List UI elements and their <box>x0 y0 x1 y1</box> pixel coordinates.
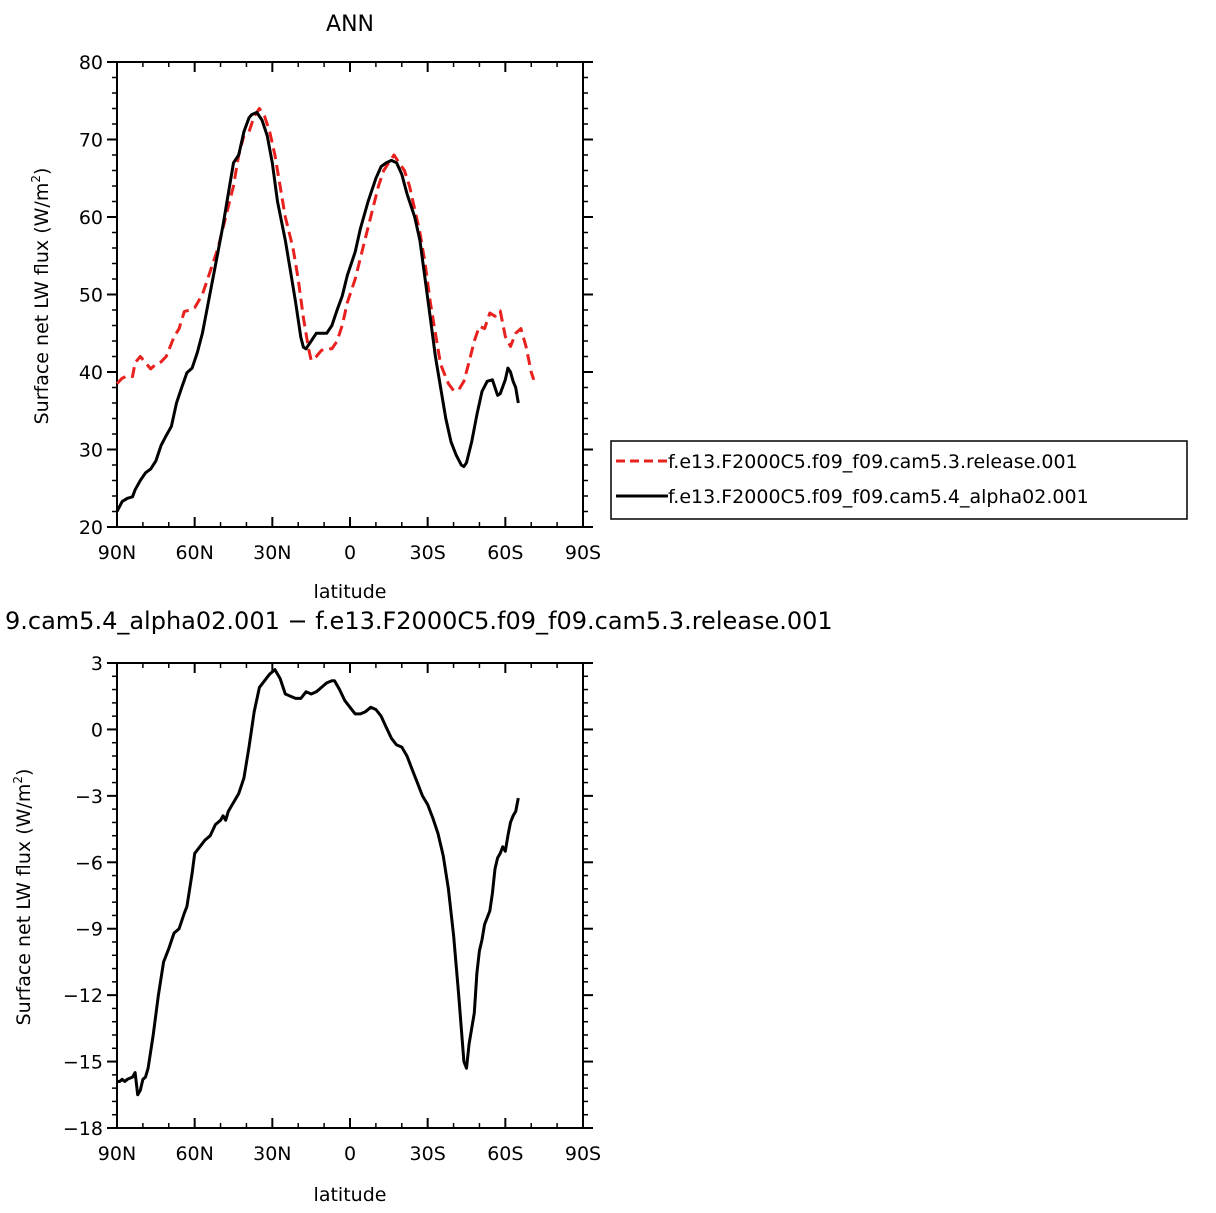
bottom-chart-y-axis: 3 0 −3 −6 −9 −12 −15 −18 <box>63 653 593 1140</box>
legend-label-release: f.e13.F2000C5.f09_f09.cam5.3.release.001 <box>668 451 1078 473</box>
top-chart-x-tick-label: 60S <box>487 542 523 564</box>
top-chart-y-tick-label: 80 <box>79 52 103 74</box>
bottom-chart-x-axis: 90N 60N 30N 0 30S 60S 90S <box>98 663 601 1165</box>
bottom-chart-y-tick-label: −12 <box>63 985 103 1007</box>
top-chart-x-tick-label: 90N <box>98 542 136 564</box>
top-chart-x-axis-label: latitude <box>314 581 387 603</box>
top-chart-y-tick-label: 60 <box>79 207 103 229</box>
top-chart-x-axis: 90N 60N 30N 0 30S 60S 90S <box>98 62 601 564</box>
top-chart-x-tick-label: 90S <box>565 542 601 564</box>
top-chart-title: ANN <box>326 12 374 37</box>
bottom-chart-series <box>117 668 520 1097</box>
top-chart-y-label-close: ) <box>31 168 53 175</box>
top-chart-series-line-0 <box>115 107 536 393</box>
bottom-chart-x-tick-label: 60S <box>487 1143 523 1165</box>
bottom-chart-x-tick-label: 0 <box>344 1143 356 1165</box>
bottom-chart: 9.cam5.4_alpha02.001 − f.e13.F2000C5.f09… <box>5 607 833 1206</box>
top-chart: ANN 90N 60N 30N 0 30S 60S 90S 20 30 40 50 60 70 80 l… <box>29 12 1188 603</box>
top-chart-series <box>115 107 536 513</box>
legend-label-alpha: f.e13.F2000C5.f09_f09.cam5.4_alpha02.001 <box>668 486 1089 508</box>
bottom-chart-y-label-text: Surface net LW flux (W/m <box>13 784 35 1026</box>
bottom-chart-x-tick-label: 30N <box>253 1143 291 1165</box>
top-chart-x-tick-label: 0 <box>344 542 356 564</box>
bottom-chart-y-tick-label: −18 <box>63 1118 103 1140</box>
top-chart-legend: f.e13.F2000C5.f09_f09.cam5.3.release.001… <box>610 440 1188 520</box>
bottom-chart-x-tick-label: 90S <box>565 1143 601 1165</box>
bottom-chart-series-line-0 <box>117 668 520 1097</box>
bottom-chart-y-tick-label: −3 <box>75 786 103 808</box>
top-chart-y-axis-label: Surface net LW flux (W/m2) <box>29 168 53 425</box>
bottom-chart-y-tick-label: −15 <box>63 1052 103 1074</box>
top-chart-x-tick-label: 30S <box>410 542 446 564</box>
top-chart-y-axis: 20 30 40 50 60 70 80 <box>79 52 593 539</box>
top-chart-y-tick-label: 70 <box>79 130 103 152</box>
top-chart-y-tick-label: 30 <box>79 440 103 462</box>
bottom-chart-y-tick-label: −9 <box>75 919 103 941</box>
top-chart-y-tick-label: 50 <box>79 285 103 307</box>
bottom-chart-title: 9.cam5.4_alpha02.001 − f.e13.F2000C5.f09… <box>5 607 833 635</box>
bottom-chart-y-tick-label: −6 <box>75 852 103 874</box>
top-chart-y-tick-label: 40 <box>79 362 103 384</box>
bottom-chart-y-label-superscript: 2 <box>11 776 25 784</box>
bottom-chart-x-axis-label: latitude <box>314 1184 387 1206</box>
top-chart-series-line-1 <box>115 110 520 513</box>
top-chart-x-tick-label: 30N <box>253 542 291 564</box>
bottom-chart-x-tick-label: 30S <box>410 1143 446 1165</box>
top-chart-y-label-superscript: 2 <box>29 175 43 183</box>
bottom-chart-y-label-close: ) <box>13 769 35 776</box>
top-chart-y-tick-label: 20 <box>79 517 103 539</box>
bottom-chart-y-tick-label: 0 <box>91 719 103 741</box>
legend-box <box>610 440 1188 520</box>
bottom-chart-y-axis-label: Surface net LW flux (W/m2) <box>11 769 35 1026</box>
bottom-chart-x-tick-label: 90N <box>98 1143 136 1165</box>
bottom-chart-x-tick-label: 60N <box>175 1143 213 1165</box>
top-chart-y-label-text: Surface net LW flux (W/m <box>31 183 53 425</box>
bottom-chart-y-tick-label: 3 <box>91 653 103 675</box>
top-chart-x-tick-label: 60N <box>175 542 213 564</box>
